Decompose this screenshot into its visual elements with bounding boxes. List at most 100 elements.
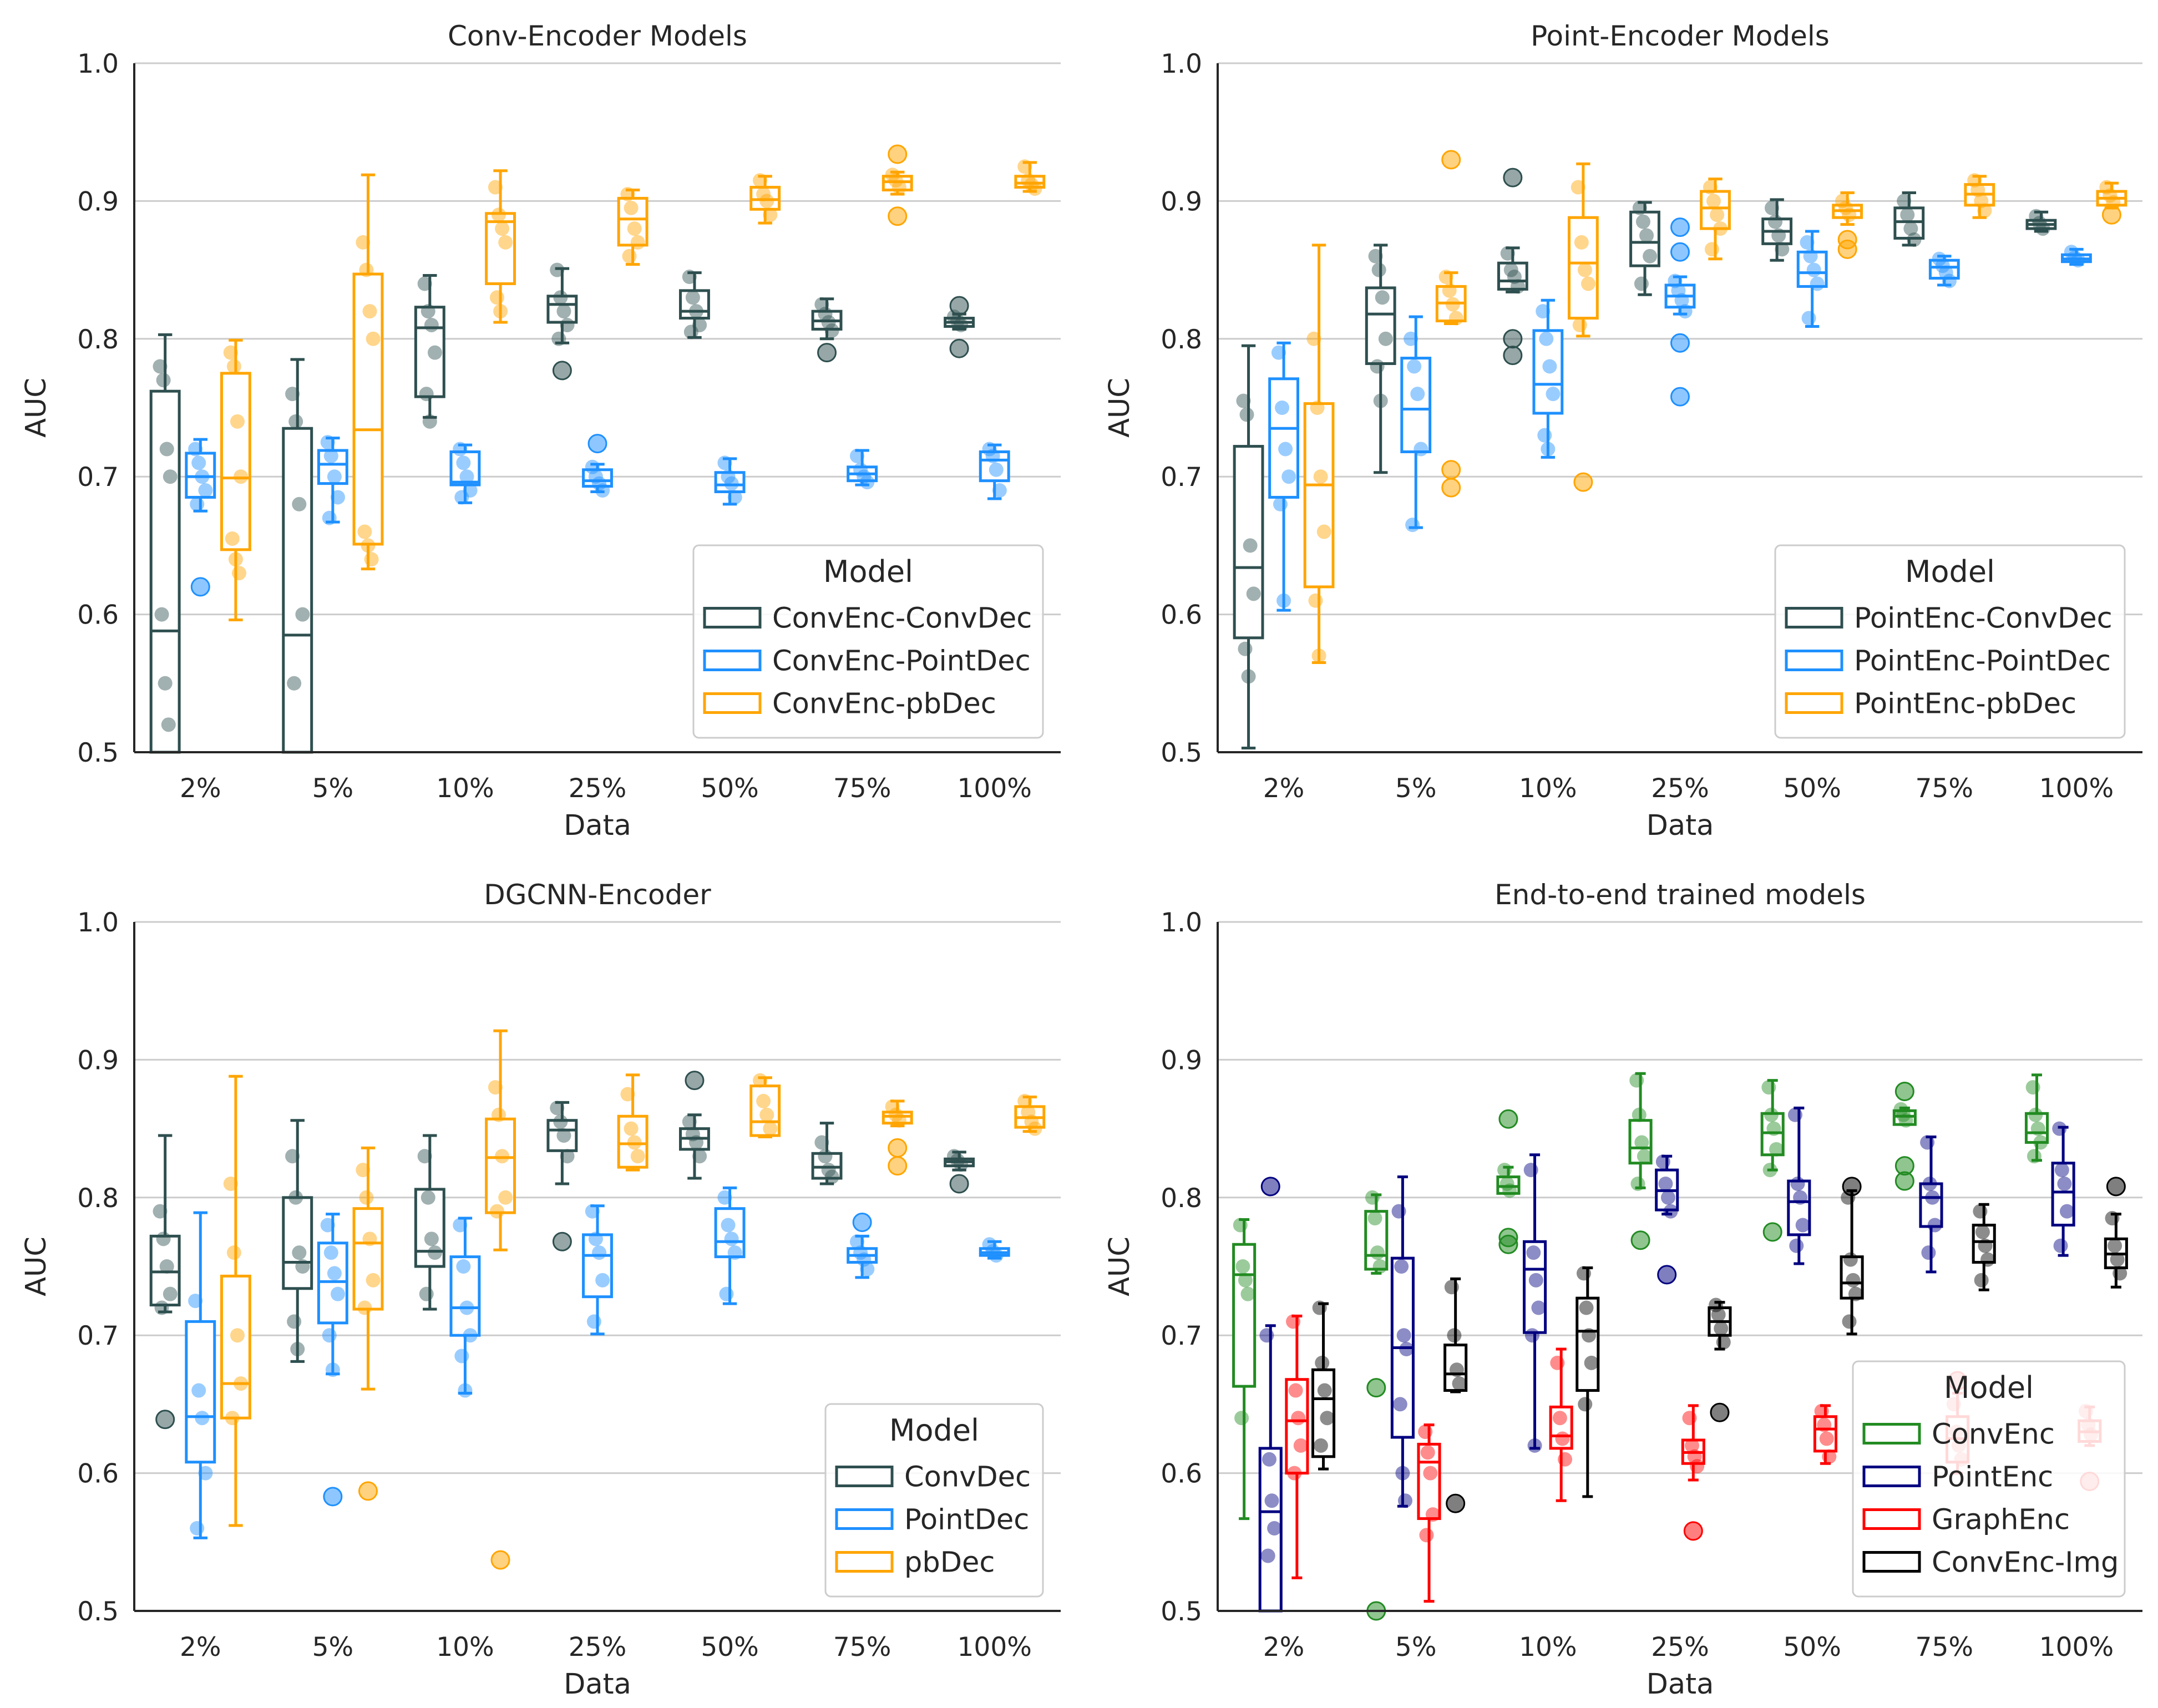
- data-point: [366, 1273, 381, 1288]
- data-point: [1316, 524, 1331, 539]
- data-point: [1634, 1135, 1649, 1150]
- box-ConvEnc-Img-75%: [1972, 1203, 1996, 1291]
- x-tick-label: 25%: [569, 773, 626, 804]
- legend-label: PointEnc-pbDec: [1854, 688, 2076, 721]
- box-ConvEnc-Img-5%: [1443, 1277, 1468, 1513]
- data-point: [1546, 387, 1561, 402]
- x-tick-label: 50%: [701, 773, 758, 804]
- data-point: [1542, 359, 1557, 374]
- data-point: [1921, 1245, 1936, 1260]
- data-point: [1637, 1149, 1652, 1164]
- data-point: [1407, 359, 1422, 374]
- data-point: [1371, 262, 1386, 277]
- box-ConvEnc-100%: [2024, 1073, 2049, 1164]
- data-point: [362, 1231, 377, 1246]
- data-point: [1235, 1259, 1250, 1274]
- data-point: [1709, 1298, 1724, 1312]
- data-point: [2053, 1238, 2068, 1253]
- data-point: [1710, 207, 1725, 222]
- data-point: [1690, 1459, 1705, 1474]
- y-tick-label: 0.6: [77, 600, 119, 631]
- data-point: [2099, 180, 2114, 195]
- box-iqr: [352, 272, 384, 546]
- box-PointEnc-25%: [1655, 1154, 1679, 1285]
- outlier-point: [888, 1138, 908, 1158]
- box-GraphEnc-10%: [1549, 1347, 1573, 1502]
- box-PointEnc-75%: [1919, 1135, 1943, 1274]
- data-point: [1291, 1411, 1306, 1426]
- data-point: [195, 469, 210, 484]
- data-point: [1021, 1104, 1036, 1119]
- y-tick-label: 0.7: [1161, 462, 1202, 493]
- data-point: [1449, 1362, 1464, 1377]
- data-point: [759, 194, 774, 209]
- data-point: [1576, 1266, 1591, 1281]
- data-point: [493, 304, 508, 319]
- legend-swatch: [835, 1466, 894, 1487]
- data-point: [1822, 1449, 1837, 1464]
- data-point: [1842, 207, 1857, 222]
- legend-title: Model: [889, 1413, 979, 1448]
- data-point: [1970, 183, 1985, 197]
- outlier-point: [155, 1410, 175, 1430]
- data-point: [421, 304, 435, 319]
- data-point: [891, 1113, 906, 1128]
- box-iqr: [352, 1207, 384, 1311]
- data-point: [2025, 1080, 2040, 1095]
- box-ConvEnc-Img-50%: [1840, 1177, 1864, 1336]
- data-point: [1787, 1107, 1802, 1122]
- x-tick-label: 2%: [180, 773, 221, 804]
- data-point: [1526, 1245, 1541, 1260]
- outlier-point: [490, 1550, 510, 1570]
- data-point: [724, 476, 739, 491]
- box-pbDec-10%: [485, 1029, 516, 1570]
- data-point: [946, 1149, 961, 1164]
- y-tick-label: 0.5: [1161, 738, 1202, 768]
- data-point: [1510, 279, 1525, 294]
- outlier-point: [1503, 329, 1523, 349]
- legend-frame: [1852, 1360, 2126, 1598]
- x-tick-label: 10%: [436, 773, 494, 804]
- data-point: [585, 459, 600, 474]
- data-point: [1660, 1190, 1675, 1205]
- data-point: [1975, 1224, 1990, 1239]
- data-point: [1378, 331, 1393, 346]
- data-point: [1658, 1176, 1673, 1191]
- box-iqr: [1232, 1243, 1257, 1388]
- data-point: [2070, 253, 2085, 268]
- box-ConvDec-25%: [546, 1101, 578, 1251]
- legend-swatch: [703, 607, 762, 629]
- data-point: [1503, 262, 1518, 277]
- data-point: [1920, 1135, 1935, 1150]
- box-PointEnc-ConvDec-50%: [1761, 198, 1793, 262]
- data-point: [853, 1245, 868, 1260]
- data-point: [759, 1107, 774, 1122]
- x-tick-label: 25%: [569, 1632, 626, 1663]
- x-tick-label: 25%: [1651, 1632, 1709, 1663]
- data-point: [954, 1157, 969, 1172]
- data-point: [1900, 207, 1915, 222]
- box-iqr: [1233, 445, 1264, 640]
- outlier-point: [1441, 460, 1461, 480]
- y-tick-label: 0.6: [77, 1459, 119, 1489]
- data-point: [717, 455, 732, 470]
- box-iqr: [2024, 1112, 2049, 1144]
- data-point: [763, 1121, 778, 1136]
- data-point: [2030, 1121, 2045, 1136]
- box-ConvEnc-Img-10%: [1576, 1266, 1600, 1498]
- data-point: [288, 1190, 303, 1205]
- box-PointEnc-pbDec-100%: [2096, 180, 2127, 225]
- box-PointEnc-pbDec-10%: [1567, 162, 1599, 492]
- data-point: [885, 168, 900, 183]
- data-point: [1835, 194, 1850, 209]
- data-point: [361, 538, 376, 553]
- box-PointDec-100%: [979, 1237, 1010, 1263]
- data-point: [359, 262, 374, 277]
- data-point: [1674, 293, 1689, 308]
- legend-label: ConvEnc-Img: [1932, 1547, 2119, 1579]
- data-point: [1584, 1355, 1599, 1370]
- box-pbDec-100%: [1014, 1093, 1046, 1136]
- data-point: [1313, 1438, 1328, 1453]
- data-point: [1938, 265, 1953, 280]
